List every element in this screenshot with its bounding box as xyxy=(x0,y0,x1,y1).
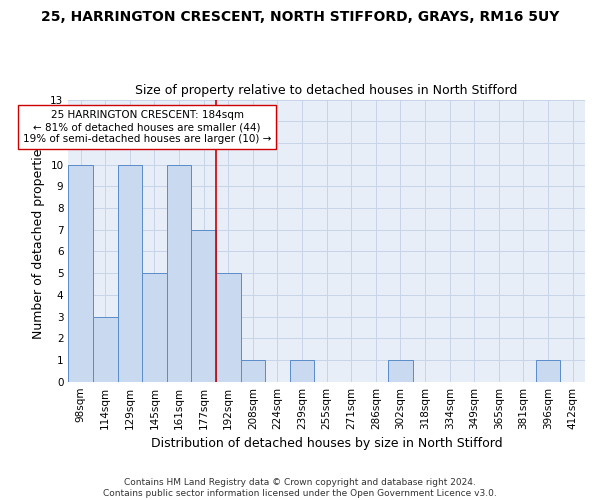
Bar xyxy=(388,360,413,382)
Y-axis label: Number of detached properties: Number of detached properties xyxy=(32,142,44,339)
Bar xyxy=(216,273,241,382)
Bar xyxy=(290,360,314,382)
Bar xyxy=(142,273,167,382)
Bar xyxy=(536,360,560,382)
Text: Contains HM Land Registry data © Crown copyright and database right 2024.
Contai: Contains HM Land Registry data © Crown c… xyxy=(103,478,497,498)
Text: 25, HARRINGTON CRESCENT, NORTH STIFFORD, GRAYS, RM16 5UY: 25, HARRINGTON CRESCENT, NORTH STIFFORD,… xyxy=(41,10,559,24)
Bar xyxy=(93,316,118,382)
Bar xyxy=(191,230,216,382)
X-axis label: Distribution of detached houses by size in North Stifford: Distribution of detached houses by size … xyxy=(151,437,502,450)
Bar xyxy=(118,164,142,382)
Bar xyxy=(68,164,93,382)
Bar xyxy=(167,164,191,382)
Title: Size of property relative to detached houses in North Stifford: Size of property relative to detached ho… xyxy=(136,84,518,97)
Text: 25 HARRINGTON CRESCENT: 184sqm
← 81% of detached houses are smaller (44)
19% of : 25 HARRINGTON CRESCENT: 184sqm ← 81% of … xyxy=(23,110,271,144)
Bar xyxy=(241,360,265,382)
